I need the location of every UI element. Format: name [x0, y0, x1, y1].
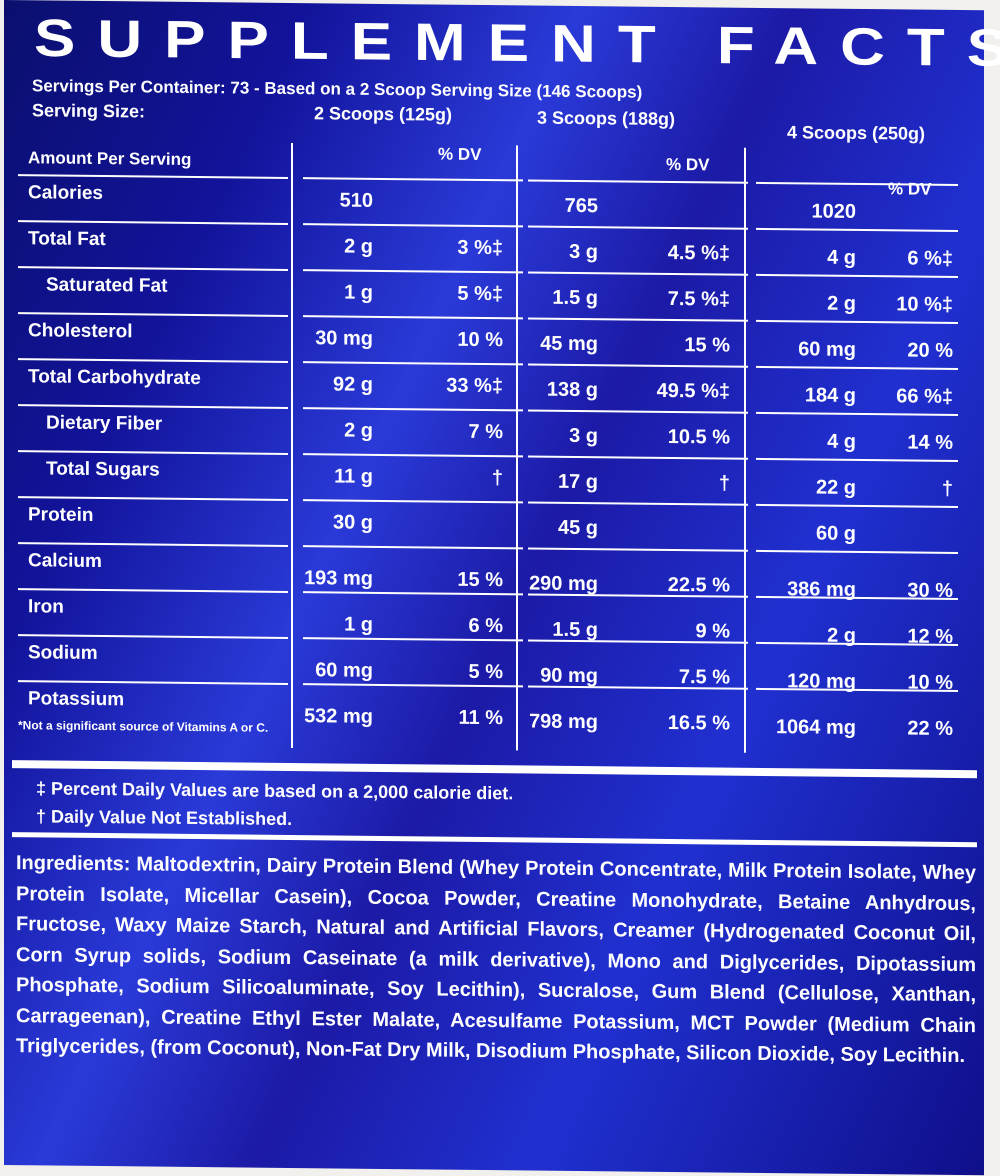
daily-value-percent: 10.5 % — [667, 425, 730, 449]
amount-value: 90 mg — [540, 664, 598, 688]
daily-value-percent: 5 %‡ — [457, 282, 503, 306]
daily-value-percent: 22.5 % — [667, 573, 730, 597]
amount-value: 2 g — [827, 292, 856, 315]
nutrient-name: Total Fat — [28, 228, 106, 251]
daily-value-percent: 7.5 % — [678, 666, 730, 689]
serving-size-2-scoops: 2 Scoops (125g) — [314, 103, 453, 125]
nutrient-name: Iron — [28, 596, 64, 618]
amount-per-serving-header: Amount Per Serving — [28, 148, 192, 169]
amount-value: 184 g — [804, 384, 856, 407]
daily-value-percent: 6 % — [468, 614, 503, 638]
footnote-daily-values: ‡ Percent Daily Values are based on a 2,… — [36, 778, 514, 804]
daily-value-percent: † — [941, 477, 953, 500]
supplement-facts-label: SUPPLEMENT FACTS Servings Per Container:… — [4, 0, 1000, 1176]
daily-value-percent: 15 % — [457, 568, 503, 592]
amount-value: 1064 mg — [775, 716, 856, 739]
daily-value-percent: 14 % — [907, 431, 953, 454]
daily-value-percent: 16.5 % — [667, 711, 730, 735]
daily-value-percent: 5 % — [468, 660, 503, 684]
daily-value-percent: 7.5 %‡ — [667, 287, 730, 311]
nutrient-name: Cholesterol — [28, 320, 133, 343]
label-title: SUPPLEMENT FACTS — [34, 9, 1000, 79]
serving-size-row: Serving Size: 2 Scoops (125g) 3 Scoops (… — [32, 100, 972, 143]
dv-header: % DV — [438, 144, 482, 165]
nutrient-name: Total Carbohydrate — [28, 366, 201, 390]
amount-value: 1.5 g — [552, 618, 598, 642]
daily-value-percent: † — [718, 472, 730, 495]
nutrient-name: Total Sugars — [46, 458, 160, 481]
amount-value: 60 mg — [315, 659, 373, 682]
daily-value-percent: 4.5 %‡ — [667, 241, 730, 265]
dv-header: % DV — [666, 154, 710, 175]
amount-value: 2 g — [344, 419, 373, 442]
servings-per-container: Servings Per Container: 73 - Based on a … — [32, 76, 643, 102]
serving-size-label: Serving Size: — [32, 100, 146, 122]
amount-value: 92 g — [332, 373, 373, 396]
amount-value: 1 g — [344, 613, 373, 636]
amount-value: 798 mg — [529, 710, 598, 734]
amount-value: 30 g — [332, 511, 373, 534]
divider-bar — [12, 832, 977, 848]
nutrient-name: Dietary Fiber — [46, 412, 163, 435]
amount-value: 45 g — [557, 516, 598, 540]
daily-value-percent: 10 % — [457, 328, 503, 352]
amount-value: 4 g — [827, 430, 856, 453]
footnote-not-established: † Daily Value Not Established. — [36, 806, 293, 830]
amount-value: 45 mg — [540, 332, 598, 356]
nutrition-table: Amount Per Serving % DV % DV % DV Calori… — [18, 140, 968, 740]
amount-value: 17 g — [557, 470, 598, 494]
daily-value-percent: 66 %‡ — [896, 385, 953, 408]
amount-value: 3 g — [569, 240, 598, 264]
daily-value-percent: 22 % — [907, 717, 953, 740]
serving-size-3-scoops: 3 Scoops (188g) — [537, 107, 676, 130]
daily-value-percent: 10 %‡ — [896, 293, 953, 316]
amount-value: 1020 — [811, 200, 857, 223]
daily-value-percent: 33 %‡ — [446, 374, 503, 398]
nutrient-name: Sodium — [28, 642, 98, 664]
daily-value-percent: 11 % — [458, 706, 503, 730]
ingredients-list: Maltodextrin, Dairy Protein Blend (Whey … — [16, 853, 976, 1068]
amount-value: 2 g — [344, 235, 373, 258]
amount-value: 765 — [564, 194, 598, 218]
nutrient-name: Potassium — [28, 688, 125, 711]
divider-bar — [12, 760, 977, 779]
daily-value-percent: † — [491, 467, 503, 490]
daily-value-percent: 6 %‡ — [907, 247, 953, 270]
amount-value: 4 g — [827, 246, 856, 269]
amount-value: 60 mg — [798, 338, 856, 361]
ingredients-label: Ingredients: — [16, 852, 131, 876]
nutrient-name: Protein — [28, 504, 94, 526]
amount-value: 532 mg — [304, 705, 373, 728]
amount-value: 30 mg — [315, 327, 373, 350]
nutrient-name: Calcium — [28, 550, 102, 573]
daily-value-percent: 9 % — [695, 620, 730, 643]
table-footnote: *Not a significant source of Vitamins A … — [18, 718, 269, 735]
amount-value: 1.5 g — [552, 286, 598, 310]
serving-size-4-scoops: 4 Scoops (250g) — [787, 122, 926, 144]
amount-value: 1 g — [344, 281, 373, 304]
daily-value-percent: 3 %‡ — [457, 236, 503, 260]
daily-value-percent: 49.5 %‡ — [656, 379, 730, 403]
nutrient-name: Saturated Fat — [46, 274, 168, 297]
nutrient-name: Calories — [28, 182, 103, 205]
amount-value: 60 g — [815, 522, 856, 545]
amount-value: 3 g — [569, 424, 598, 448]
amount-value: 138 g — [546, 378, 598, 402]
amount-value: 510 — [339, 189, 373, 212]
ingredients-text: Ingredients: Maltodextrin, Dairy Protein… — [16, 848, 976, 1072]
daily-value-percent: 15 % — [684, 334, 730, 357]
daily-value-percent: 7 % — [468, 420, 503, 444]
amount-value: 22 g — [815, 476, 856, 499]
amount-value: 11 g — [334, 465, 373, 488]
amount-value: 193 mg — [304, 567, 373, 590]
daily-value-percent: 20 % — [907, 339, 953, 362]
